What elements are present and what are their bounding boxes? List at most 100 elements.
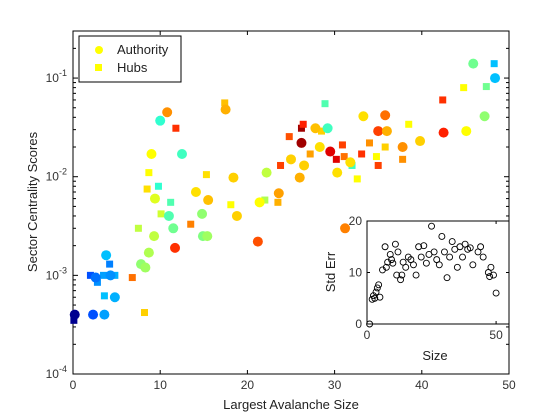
hubs-point: [490, 60, 498, 68]
inset-y-tick-label: 20: [349, 214, 363, 228]
authority-point: [228, 172, 239, 183]
hubs-point: [374, 161, 382, 169]
authority-point: [149, 231, 160, 242]
authority-point: [90, 272, 101, 283]
authority-point: [155, 115, 166, 126]
inset-x-tick-label: 50: [489, 328, 503, 342]
inset-point: [466, 244, 474, 252]
inset-point: [402, 263, 410, 271]
inset-point: [453, 263, 461, 271]
authority-point: [101, 250, 112, 261]
main-y-tick-exponent: -1: [59, 68, 67, 78]
hubs-point: [318, 127, 326, 135]
authority-point: [197, 208, 208, 219]
authority-point: [88, 309, 99, 320]
legend-box: [78, 35, 182, 83]
hubs-point: [306, 150, 314, 158]
inset-point: [486, 273, 494, 281]
main-x-axis-label: Largest Avalanche Size: [223, 397, 359, 412]
authority-point: [286, 154, 296, 165]
inset-point: [422, 259, 430, 267]
authority-point: [310, 123, 321, 134]
legend-label-authority: Authority: [117, 42, 169, 57]
inset-y-axis-label: Std Err: [323, 251, 338, 292]
hubs-point: [277, 161, 285, 169]
main-x-tick-label: 40: [415, 378, 429, 392]
main-y-tick-base: 10: [46, 170, 60, 184]
authority-point: [299, 160, 310, 171]
inset-point: [438, 232, 446, 240]
authority-point: [109, 292, 120, 303]
legend-marker-hubs: [95, 64, 102, 71]
inset-point: [490, 271, 497, 279]
authority-point: [322, 123, 333, 134]
authority-point: [146, 148, 157, 159]
inset-point: [448, 238, 456, 246]
authority-point: [163, 210, 174, 221]
hubs-point: [399, 155, 407, 163]
main-y-tick-label: 10-3: [46, 265, 67, 282]
authority-point: [202, 231, 213, 242]
hubs-point: [365, 139, 373, 147]
authority-point: [273, 188, 284, 199]
inset-point: [492, 289, 500, 297]
hubs-point: [70, 316, 78, 324]
legend: Authority Hubs: [78, 35, 182, 83]
legend-marker-authority: [95, 46, 103, 54]
inset-point: [381, 243, 389, 251]
authority-point: [314, 142, 325, 153]
inset-point: [428, 222, 435, 230]
authority-point: [468, 58, 479, 69]
inset-point: [446, 253, 454, 261]
authority-point: [345, 157, 356, 168]
hubs-point: [172, 124, 180, 132]
hubs-point: [221, 99, 229, 107]
authority-point: [438, 127, 449, 138]
authority-point: [149, 193, 160, 204]
hubs-point: [285, 133, 293, 141]
authority-point: [380, 110, 391, 121]
main-data-points: [69, 58, 501, 324]
inset-data-points: [366, 222, 500, 328]
inset-point: [389, 259, 397, 267]
main-x-tick-label: 30: [328, 378, 342, 392]
inset-point: [382, 263, 390, 271]
main-x-tick-label: 20: [241, 378, 255, 392]
authority-point: [373, 126, 384, 137]
inset-x-tick-label: 0: [364, 328, 371, 342]
authority-point: [190, 186, 201, 197]
hubs-point: [439, 96, 447, 104]
inset-y-tick-label: 0: [355, 317, 362, 331]
main-y-axis-label: Sector Centrality Scores: [25, 131, 40, 272]
main-y-tick-base: 10: [46, 367, 60, 381]
inset-point: [375, 281, 383, 289]
inset-point: [391, 240, 399, 248]
inset-point: [398, 271, 406, 279]
hubs-point: [141, 309, 149, 317]
main-y-tick-base: 10: [46, 71, 60, 85]
authority-point: [99, 309, 110, 320]
authority-point: [479, 111, 490, 122]
main-y-tick-exponent: -2: [59, 167, 67, 177]
inset-point: [410, 261, 417, 269]
inset-axis-ticks: 0 50 0 10 20: [349, 214, 509, 342]
hubs-point: [134, 224, 142, 232]
inset-point: [372, 288, 380, 296]
hubs-point: [299, 120, 307, 128]
main-y-tick-exponent: -4: [59, 364, 67, 374]
inset-point: [394, 248, 402, 256]
authority-point: [340, 223, 351, 234]
authority-point: [105, 270, 116, 281]
inset-point: [373, 284, 381, 292]
hubs-point: [274, 198, 282, 206]
hubs-point: [157, 210, 165, 218]
inset-point: [435, 261, 443, 269]
hubs-point: [100, 271, 108, 279]
hubs-point: [297, 124, 305, 132]
hubs-point: [187, 220, 195, 228]
main-y-tick-base: 10: [46, 268, 60, 282]
inset-point: [386, 251, 394, 258]
